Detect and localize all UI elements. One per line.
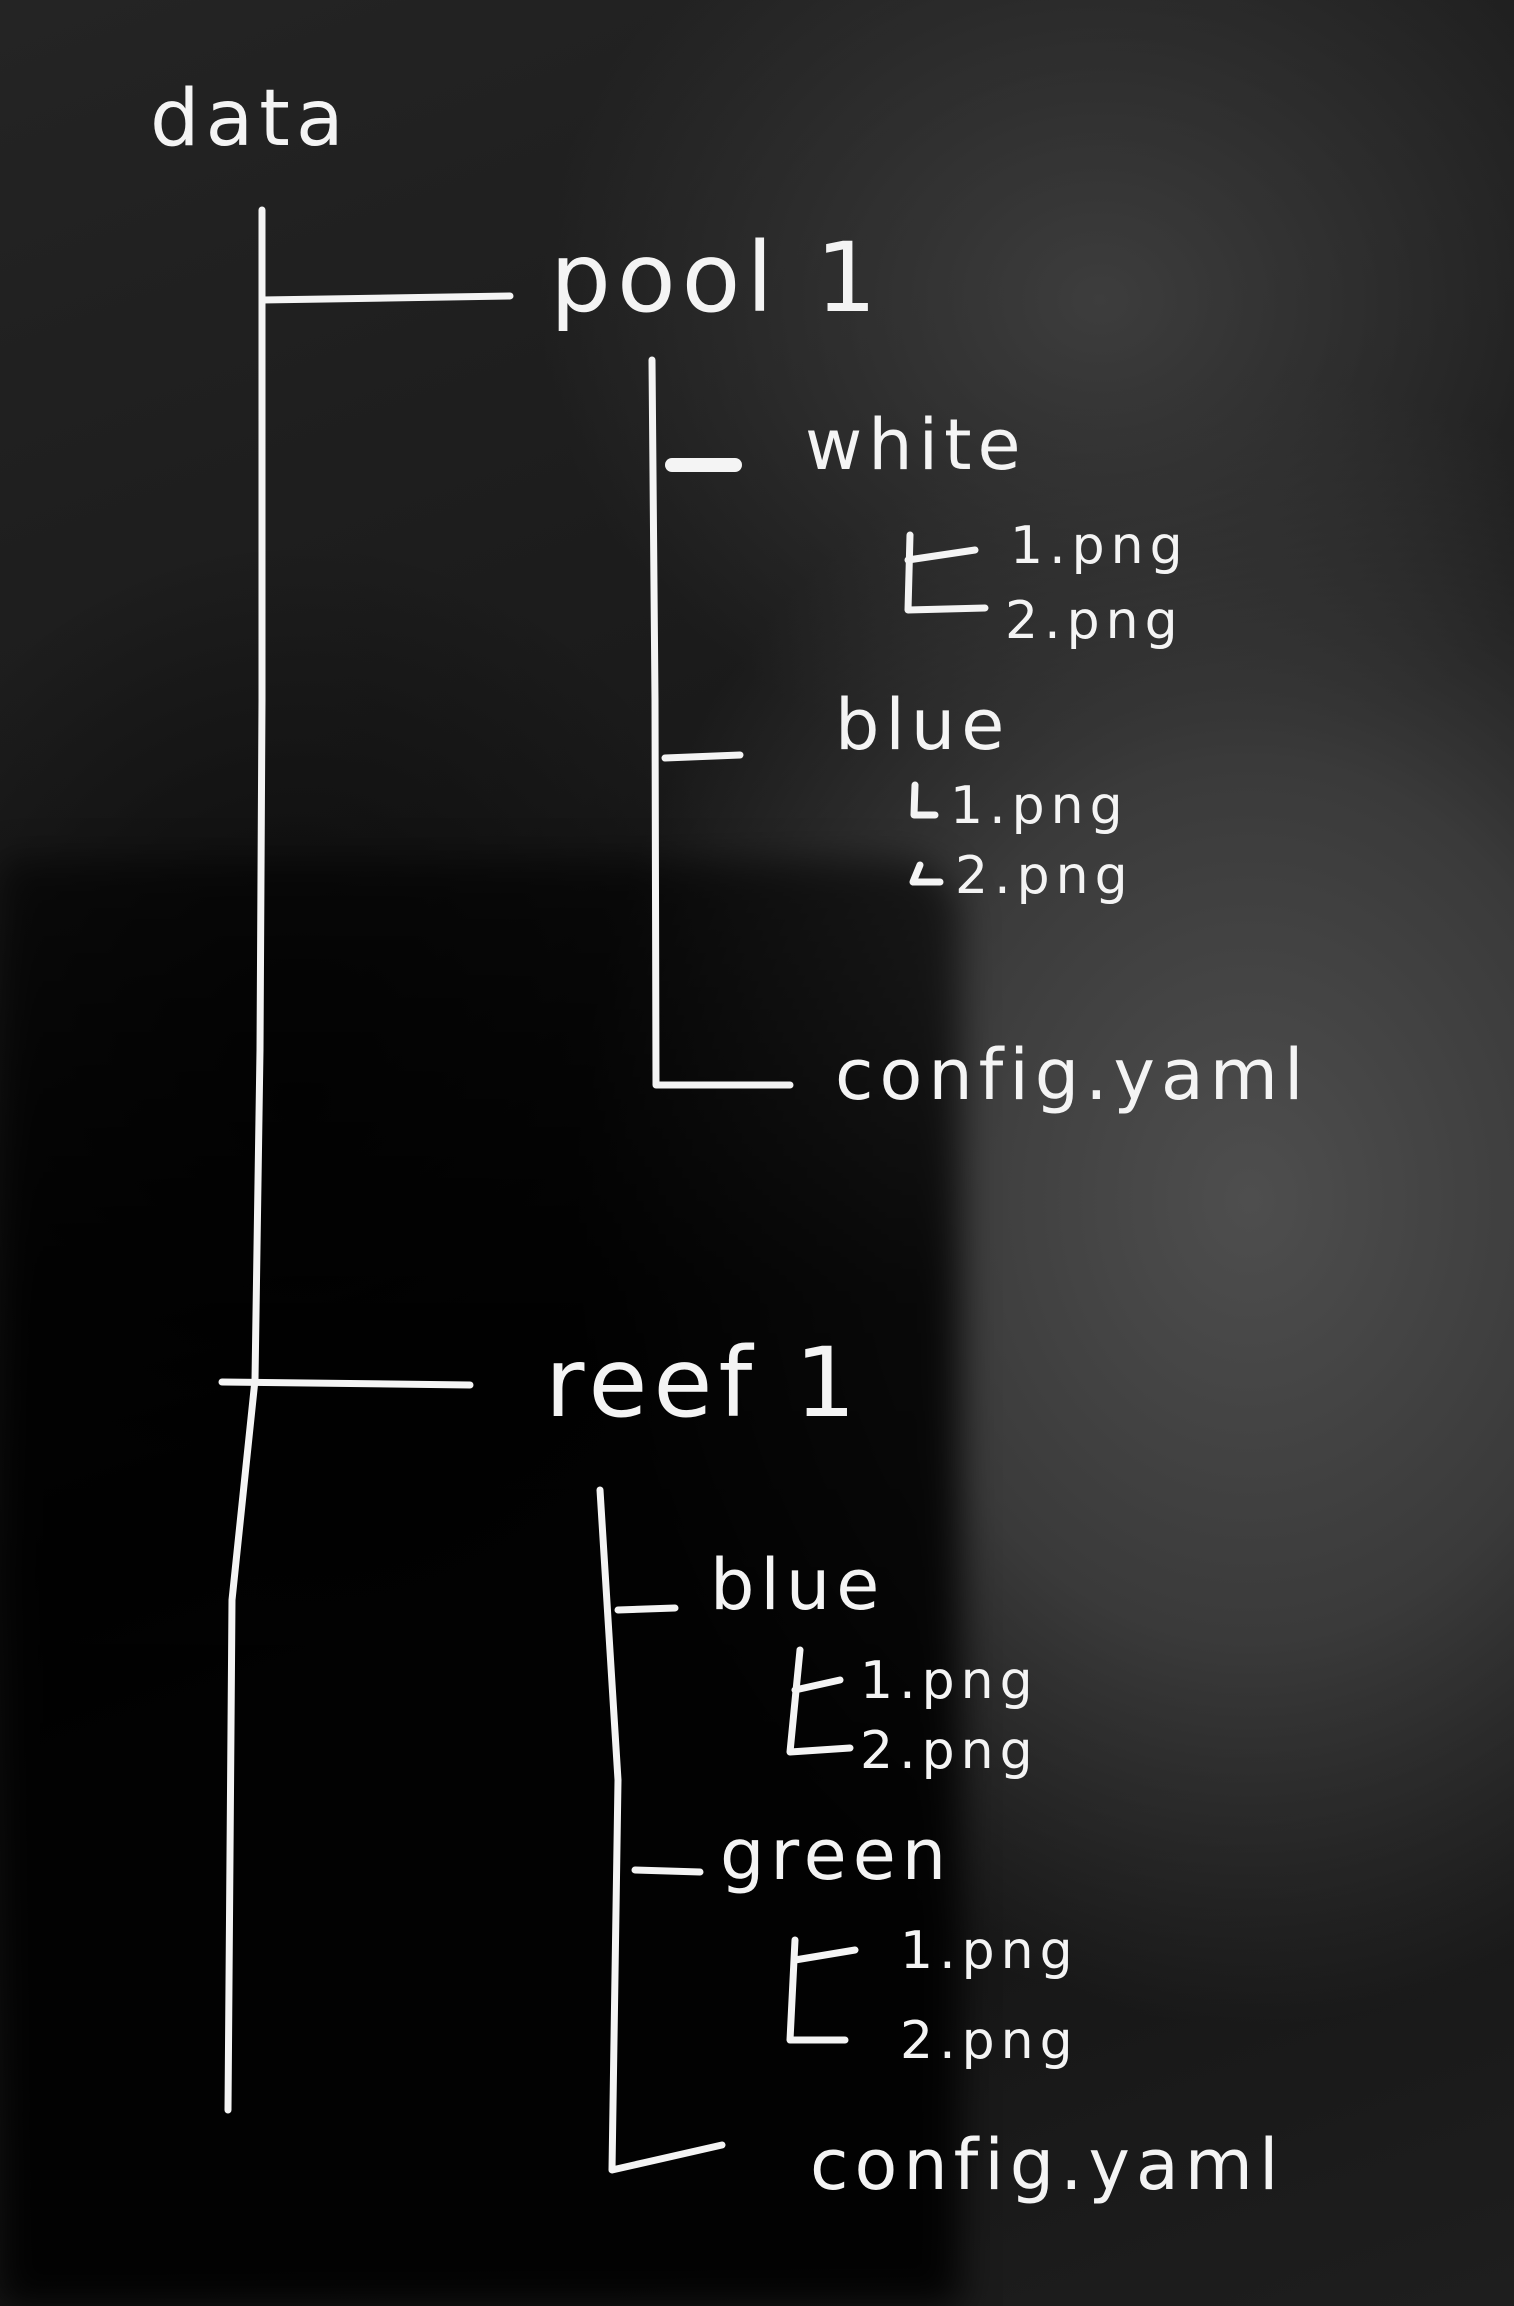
- reef-blue-label: blue: [710, 1544, 886, 1626]
- reef-green-connector: [631, 1866, 704, 1876]
- pool-blue-file-2: 2.png: [955, 846, 1134, 906]
- pool-trunk-line: [648, 356, 794, 1089]
- reef-trunk-line: [596, 1486, 726, 2174]
- reef-green-file-2: 2.png: [900, 2011, 1079, 2071]
- pool-blue-label: blue: [835, 684, 1011, 766]
- root-trunk-line: [224, 206, 266, 2114]
- pool-white-file-2: 2.png: [1005, 591, 1184, 651]
- shadow-region: [0, 860, 960, 2306]
- reef-blue-file-1: 1.png: [860, 1651, 1039, 1711]
- reef-green-label: green: [720, 1814, 953, 1896]
- pool-white-file-1: 1.png: [1010, 516, 1189, 576]
- pool-white-files-branch: [904, 531, 989, 614]
- reef-blue-files-branch: [786, 1646, 854, 1756]
- reef-connector: [218, 1378, 474, 1389]
- reef-green-files-branch: [786, 1936, 859, 2044]
- pool-connector: [258, 292, 514, 304]
- pool-white-label: white: [805, 404, 1027, 486]
- pool-label: pool 1: [550, 222, 883, 334]
- reef-green-file-1: 1.png: [900, 1921, 1079, 1981]
- reef-blue-file-2: 2.png: [860, 1721, 1039, 1781]
- pool-blue-connector: [661, 751, 744, 762]
- reef-label: reef 1: [545, 1327, 862, 1439]
- pool-blue-file1-branch: [910, 781, 939, 819]
- reef-config-label: config.yaml: [810, 2124, 1285, 2206]
- pool-blue-file2-branch: [909, 861, 944, 886]
- pool-blue-file-1: 1.png: [950, 776, 1129, 836]
- pool-config-label: config.yaml: [835, 1034, 1310, 1116]
- root-label: data: [150, 74, 350, 164]
- reef-blue-connector: [614, 1604, 679, 1614]
